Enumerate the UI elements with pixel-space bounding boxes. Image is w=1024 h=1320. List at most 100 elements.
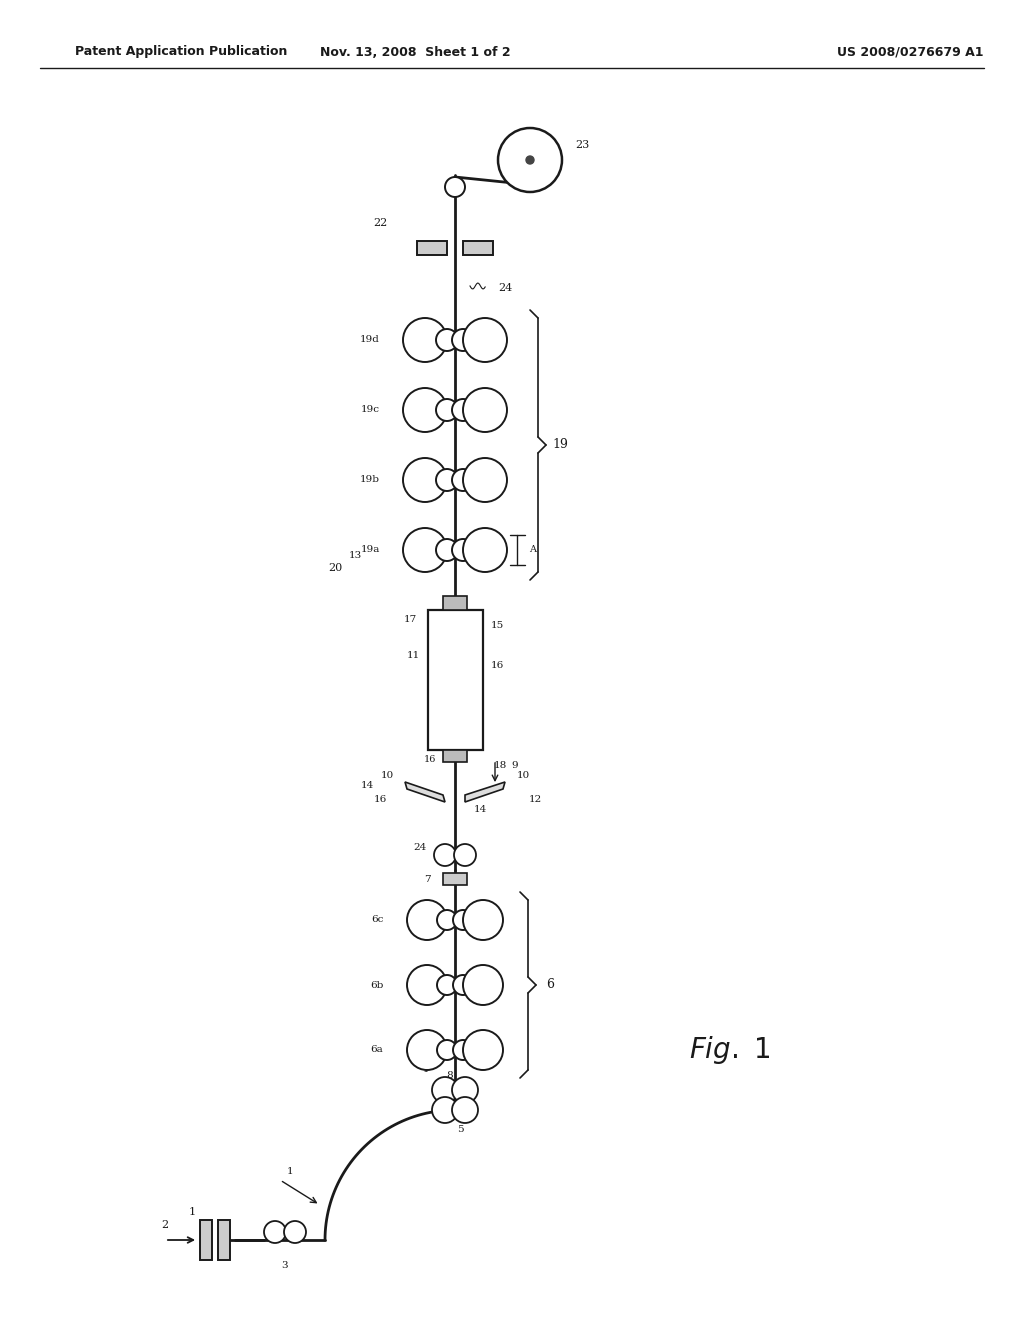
Circle shape	[452, 469, 474, 491]
Circle shape	[526, 156, 534, 164]
Circle shape	[452, 329, 474, 351]
Text: 14: 14	[360, 780, 374, 789]
Bar	[443, 597, 467, 610]
Text: 15: 15	[490, 620, 504, 630]
Polygon shape	[406, 781, 445, 803]
Text: 22: 22	[373, 218, 387, 228]
Circle shape	[403, 318, 447, 362]
Bar	[428, 610, 483, 750]
Bar	[417, 242, 447, 255]
Text: +: +	[423, 916, 431, 924]
Circle shape	[436, 329, 458, 351]
Circle shape	[445, 177, 465, 197]
Bar	[443, 750, 467, 762]
Circle shape	[463, 965, 503, 1005]
Text: 20: 20	[328, 564, 342, 573]
Circle shape	[452, 539, 474, 561]
Text: +: +	[420, 405, 430, 414]
Circle shape	[436, 399, 458, 421]
Text: 6: 6	[546, 978, 554, 991]
Text: 13: 13	[348, 550, 361, 560]
Circle shape	[498, 128, 562, 191]
Text: 7: 7	[424, 875, 430, 884]
Text: 12: 12	[528, 796, 542, 804]
Text: 24: 24	[498, 282, 512, 293]
Text: 8: 8	[446, 1071, 454, 1080]
Circle shape	[434, 843, 456, 866]
Text: +: +	[479, 916, 487, 924]
Text: 16: 16	[490, 660, 504, 669]
Circle shape	[452, 1077, 478, 1104]
Text: 19a: 19a	[360, 545, 380, 554]
Circle shape	[463, 1030, 503, 1071]
Circle shape	[403, 528, 447, 572]
Circle shape	[463, 900, 503, 940]
Circle shape	[407, 900, 447, 940]
Text: 1: 1	[527, 156, 534, 165]
Circle shape	[463, 388, 507, 432]
Circle shape	[463, 318, 507, 362]
Circle shape	[463, 458, 507, 502]
Text: 10: 10	[380, 771, 393, 780]
Circle shape	[463, 528, 507, 572]
Text: 23: 23	[574, 140, 589, 150]
Circle shape	[452, 399, 474, 421]
Circle shape	[437, 1040, 457, 1060]
Text: 5: 5	[457, 1126, 463, 1134]
Text: 6a: 6a	[371, 1045, 383, 1055]
Circle shape	[407, 1030, 447, 1071]
Circle shape	[436, 539, 458, 561]
Circle shape	[264, 1221, 286, 1243]
Text: 24: 24	[414, 842, 427, 851]
Text: 2: 2	[162, 1220, 169, 1230]
Bar	[443, 873, 467, 884]
Circle shape	[452, 1097, 478, 1123]
Text: +: +	[420, 475, 430, 484]
Text: 10: 10	[516, 771, 529, 780]
Text: +: +	[480, 405, 489, 414]
Text: 18: 18	[494, 760, 507, 770]
Polygon shape	[465, 781, 505, 803]
Text: 6c: 6c	[371, 916, 383, 924]
Text: 1: 1	[188, 1206, 196, 1217]
Circle shape	[437, 975, 457, 995]
Circle shape	[453, 975, 473, 995]
Text: +: +	[480, 545, 489, 554]
Text: 19d: 19d	[360, 335, 380, 345]
Text: 16: 16	[374, 796, 387, 804]
Bar	[463, 242, 493, 255]
Text: US 2008/0276679 A1: US 2008/0276679 A1	[837, 45, 983, 58]
Circle shape	[403, 458, 447, 502]
Text: 3: 3	[282, 1261, 289, 1270]
Text: 19c: 19c	[360, 405, 380, 414]
Text: +: +	[420, 335, 430, 345]
Text: 17: 17	[403, 615, 417, 624]
Text: 9: 9	[512, 760, 518, 770]
Bar	[200, 1220, 212, 1261]
Text: +: +	[480, 335, 489, 345]
Text: +: +	[423, 1045, 431, 1055]
Text: 19: 19	[552, 438, 568, 451]
Text: Nov. 13, 2008  Sheet 1 of 2: Nov. 13, 2008 Sheet 1 of 2	[319, 45, 510, 58]
Circle shape	[453, 1040, 473, 1060]
Text: Patent Application Publication: Patent Application Publication	[75, 45, 288, 58]
Circle shape	[284, 1221, 306, 1243]
Circle shape	[454, 843, 476, 866]
Text: +: +	[423, 981, 431, 990]
Circle shape	[437, 909, 457, 931]
Bar	[218, 1220, 230, 1261]
Circle shape	[432, 1097, 458, 1123]
Text: +: +	[479, 1045, 487, 1055]
Text: 1: 1	[287, 1167, 293, 1176]
Text: $\mathit{Fig.}\ \mathit{1}$: $\mathit{Fig.}\ \mathit{1}$	[689, 1034, 771, 1067]
Text: +: +	[479, 981, 487, 990]
Circle shape	[436, 469, 458, 491]
Text: +: +	[420, 545, 430, 554]
Text: 16: 16	[424, 755, 436, 764]
Text: 4: 4	[422, 1065, 428, 1074]
Text: 19b: 19b	[360, 475, 380, 484]
Circle shape	[432, 1077, 458, 1104]
Text: A: A	[529, 545, 537, 554]
Text: 6b: 6b	[371, 981, 384, 990]
Text: 11: 11	[407, 651, 420, 660]
